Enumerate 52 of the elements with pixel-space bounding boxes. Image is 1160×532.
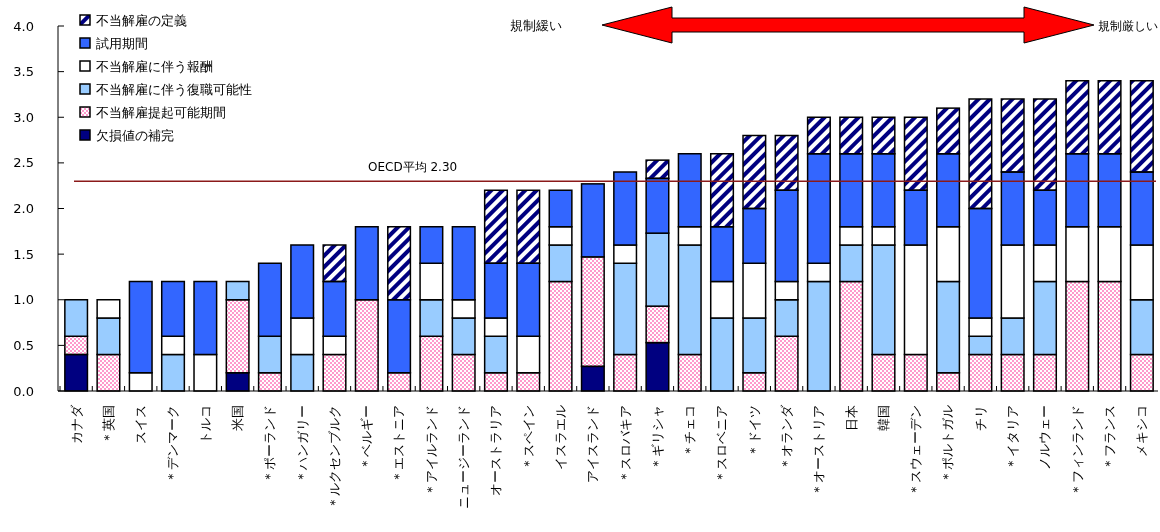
x-tick-label: ＊チェコ — [682, 405, 698, 457]
y-tick-label: 2.0 — [13, 201, 34, 217]
y-tick-label: 4.0 — [13, 18, 34, 34]
x-tick-label: ノルウェー — [1037, 405, 1053, 470]
x-tick-label: ＊エストニア — [391, 405, 407, 483]
legend-label: 不当解雇に伴う報酬 — [96, 58, 213, 74]
x-tick-label: ＊デンマーク — [165, 405, 181, 483]
x-tick-label: イスラエル — [552, 405, 568, 470]
x-tick-label: ＊ベルギー — [359, 405, 375, 470]
x-tick-label: ＊スロバキア — [617, 405, 633, 483]
legend-label: 不当解雇提起可能期間 — [96, 104, 226, 120]
x-tick-label: ＊ハンガリー — [294, 405, 310, 483]
x-tick-label: ＊ギリシャ — [649, 405, 665, 470]
y-tick-label: 3.0 — [13, 109, 34, 125]
legend-label: 欠損値の補完 — [96, 127, 174, 143]
x-tick-label: 韓国 — [875, 405, 891, 431]
x-tick-label: ＊ポーランド — [262, 405, 278, 483]
x-tick-label: ＊フランス — [1101, 405, 1117, 470]
x-tick-label: アイスランド — [585, 405, 601, 483]
x-tick-label: ＊オランダ — [778, 404, 794, 470]
x-tick-label: ＊ルクセンブルク — [326, 405, 342, 509]
x-tick-label: ＊イタリア — [1005, 405, 1021, 470]
x-tick-label: ＊アイルランド — [423, 405, 439, 496]
x-tick-label: ＊ドイツ — [746, 405, 762, 457]
x-tick-label: ＊スペイン — [520, 405, 536, 470]
y-tick-label: 0.5 — [13, 337, 34, 353]
x-tick-label: 米国 — [229, 405, 245, 431]
ref-line-label: OECD平均 2.30 — [368, 160, 458, 175]
x-tick-label: トルコ — [197, 405, 213, 444]
x-tick-label: スイス — [133, 405, 149, 444]
x-tick-label: メキシコ — [1134, 405, 1150, 457]
legend-label: 試用期間 — [96, 35, 148, 51]
x-tick-label: ニュージーランド — [456, 405, 472, 509]
x-tick-label: チリ — [972, 405, 988, 431]
x-tick-label: ＊スロベニア — [714, 405, 730, 483]
y-tick-label: 1.5 — [13, 246, 34, 262]
x-tick-label: ＊フィンランド — [1069, 405, 1085, 496]
y-tick-label: 2.5 — [13, 155, 34, 171]
x-tick-label: オーストラリア — [488, 405, 504, 496]
x-tick-label: ＊スウェーデン — [908, 405, 924, 496]
legend-label: 不当解雇の定義 — [96, 12, 187, 28]
annotation: 規制厳しい — [1098, 19, 1158, 33]
annotation: 規制緩い — [510, 18, 562, 33]
legend-label: 不当解雇に伴う復職可能性 — [96, 81, 252, 97]
y-tick-label: 1.0 — [13, 292, 34, 308]
x-tick-label: 日本 — [843, 405, 859, 431]
y-tick-label: 0.0 — [13, 383, 34, 399]
x-tick-label: ＊英国 — [100, 405, 116, 444]
y-tick-label: 3.5 — [13, 64, 34, 80]
x-tick-label: カナダ — [68, 404, 84, 444]
x-tick-label: ＊オーストリア — [811, 405, 827, 496]
x-tick-label: ＊ポルトガル — [940, 405, 956, 483]
